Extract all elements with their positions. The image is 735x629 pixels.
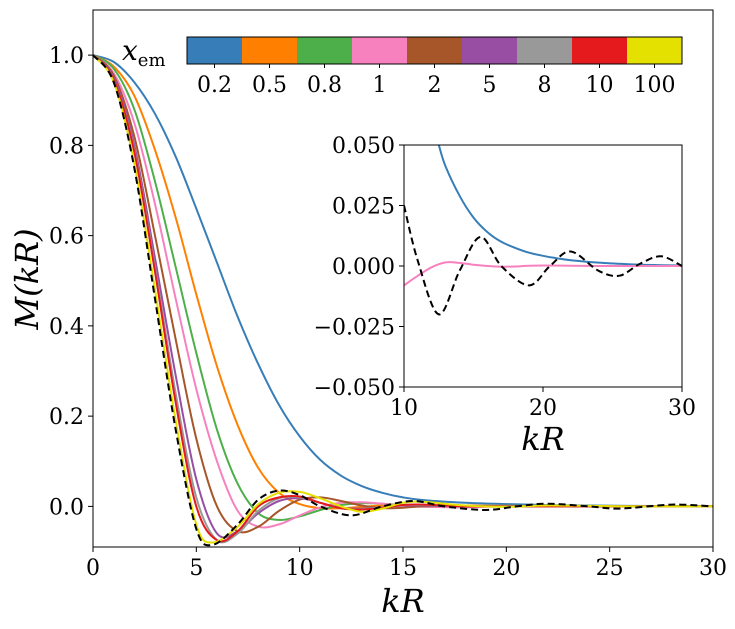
main-series-x-em-100 [93,54,713,544]
main-y-tick-label-4: 0.8 [49,134,84,159]
colorbar-title-main: x [122,34,138,67]
inset-series-x-em-1 [404,261,682,287]
main-x-axis-label: kR [381,582,424,620]
main-series-group [93,54,713,547]
colorbar-cell-2 [407,37,462,64]
colorbar-label-0-2: 0.2 [197,73,232,98]
main-y-tick-label-3: 0.6 [49,225,84,250]
colorbar-cell-8 [517,37,572,64]
inset-x-axis: 10 20 30 [390,387,696,421]
colorbar-cell-100 [627,37,682,64]
main-x-tick-label-20: 20 [492,556,520,581]
colorbar-label-10: 10 [586,73,614,98]
main-plot: 0 5 10 15 20 25 30 0.00.20.40.60.81.0 kR M(kR) [8,9,727,620]
colorbar-label-8: 8 [538,73,552,98]
main-x-tick-label-15: 15 [389,556,417,581]
inset-series-reference [404,205,682,316]
main-x-tick-label-0: 0 [86,556,100,581]
colorbar-label-2: 2 [428,73,442,98]
main-y-axis: 0.0 0.2 0.4 0.6 0.8 1.0 [49,44,93,520]
colorbar-title-sub: em [138,50,166,71]
colorbar-title: xem [122,34,166,71]
colorbar-cell-0-8 [297,37,352,64]
colorbar-label-0-5: 0.5 [252,73,287,98]
inset-series-x-em-0-2 [437,145,682,267]
colorbar-label-5: 5 [483,73,497,98]
inset-x-tick-label-30: 30 [668,396,696,421]
inset-x-axis-label: kR [521,420,564,458]
colorbar-label-1: 1 [373,73,387,98]
colorbar-label-100: 100 [634,73,676,98]
main-y-tick-label-1: 0.2 [49,405,84,430]
main-series-reference [93,54,713,547]
main-x-tick-label-10: 10 [286,556,314,581]
inset-plot: 10 20 30 −0.050 −0.025 0.000 0.025 0.050 kR [314,134,696,458]
main-y-axis-label: M(kR) [8,228,46,330]
colorbar-cell-0-2 [187,37,242,64]
main-y-tick-label-2: 0.4 [49,315,84,340]
inset-y-tick-label-2: 0.000 [332,255,395,280]
colorbar-cell-5 [462,37,517,64]
colorbar-cell-10 [572,37,627,64]
colorbar-legend: xem 0.2 0.5 0.8 1 2 5 8 10 100 [122,34,683,98]
main-x-tick-label-25: 25 [596,556,624,581]
main-x-tick-label-5: 5 [189,556,203,581]
colorbar-cells [186,36,683,65]
inset-y-tick-label-3: 0.025 [332,195,395,220]
inset-y-tick-label-1: −0.025 [314,316,395,341]
colorbar-labels: 0.2 0.5 0.8 1 2 5 8 10 100 [197,64,676,98]
colorbar-cell-0-5 [242,37,297,64]
inset-y-tick-label-4: 0.050 [332,134,395,159]
colorbar-label-0-8: 0.8 [307,73,342,98]
main-x-tick-label-30: 30 [699,556,727,581]
main-x-axis: 0 5 10 15 20 25 30 [86,547,727,581]
inset-x-tick-label-20: 20 [529,396,557,421]
inset-x-tick-label-10: 10 [390,396,418,421]
colorbar-cell-1 [352,37,407,64]
inset-series-group [404,145,682,316]
inset-y-axis: −0.050 −0.025 0.000 0.025 0.050 [314,134,404,401]
main-y-tick-label-5: 1.0 [49,44,84,69]
inset-y-tick-label-0: −0.050 [314,376,395,401]
main-y-tick-label-0: 0.0 [49,495,84,520]
